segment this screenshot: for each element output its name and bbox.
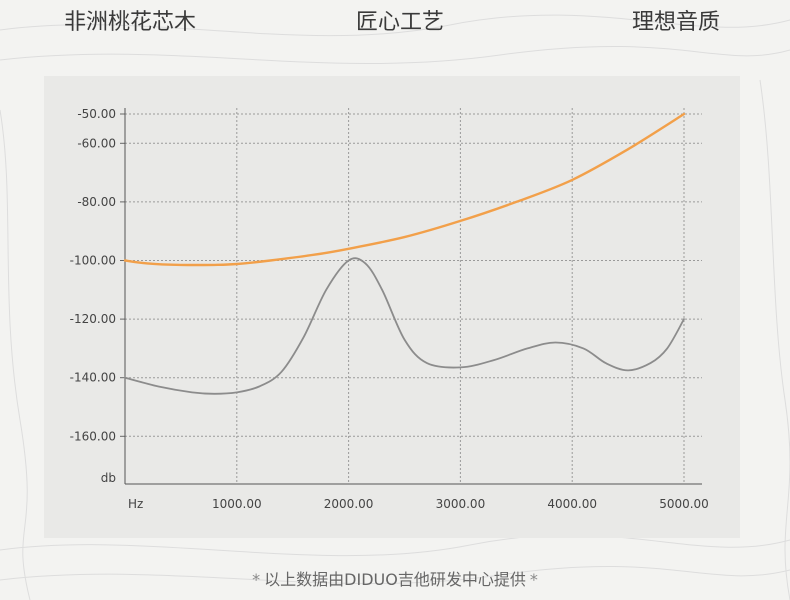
series-line-orange [123,112,686,267]
footer-note: * 以上数据由DIDUO吉他研发中心提供 * [0,566,790,590]
footer-star-right: * [529,570,538,589]
y-tick-label: -100.00 [70,254,116,268]
y-tick-label: -80.00 [77,195,116,209]
x-tick-label: 2000.00 [324,497,374,511]
y-tick-label: -60.00 [77,136,116,150]
y-tick-label: -160.00 [70,429,116,443]
chart-panel [44,76,740,538]
chart-tick-labels: -50.00 -60.00 -80.00 -100.00 -120.00 -140.00 -… [70,107,709,511]
x-tick-label: 1000.00 [212,497,262,511]
y-tick-label: -120.00 [70,312,116,326]
header-center-title: 匠心工艺 [356,10,445,35]
header: 非洲桃花芯木 匠心工艺 理想音质 [0,4,790,36]
x-tick-label: 3000.00 [436,497,486,511]
chart-axes [120,108,702,485]
chart-series [123,112,686,395]
y-axis-label: db [101,471,116,485]
y-tick-label: -50.00 [77,107,116,121]
series-line-gray [124,257,685,395]
chart-grid [125,108,702,484]
x-tick-label: 4000.00 [547,497,597,511]
y-tick-label: -140.00 [70,371,116,385]
footer-text: 以上数据由DIDUO吉他研发中心提供 [264,570,526,589]
header-left-title: 非洲桃花芯木 [64,10,197,35]
footer-star-left: * [252,570,261,589]
x-tick-label: 5000.00 [659,497,709,511]
x-axis-label: Hz [128,497,143,511]
header-right-title: 理想音质 [631,10,720,35]
